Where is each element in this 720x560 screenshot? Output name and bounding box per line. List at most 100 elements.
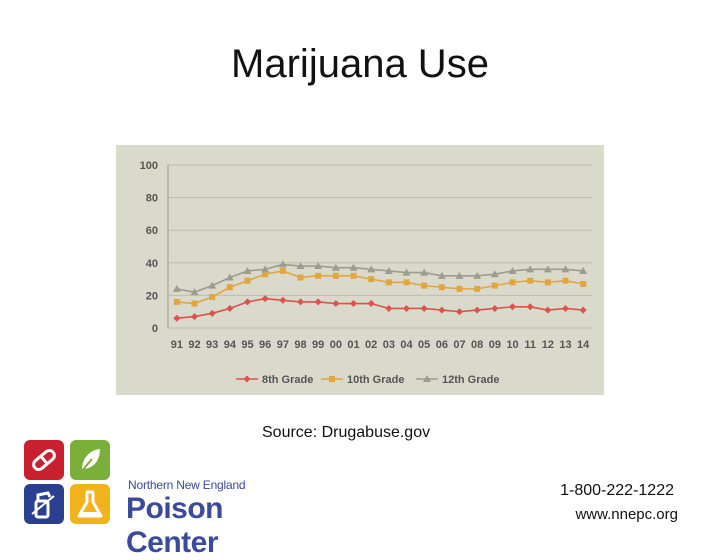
data-point bbox=[561, 265, 570, 273]
data-point bbox=[562, 277, 569, 284]
legend-entry: 12th Grade bbox=[442, 374, 499, 386]
line-chart: 0 20 40 60 80 100 91 92 93 94 95 96 97 98 99 00 01 02 03 04… bbox=[116, 145, 604, 395]
legend-marker bbox=[243, 375, 251, 383]
website-url: www.nnepc.org bbox=[575, 506, 678, 523]
data-point bbox=[191, 300, 198, 307]
x-tick-label: 08 bbox=[471, 339, 483, 351]
legend-entry: 10th Grade bbox=[347, 374, 404, 386]
x-tick-label: 07 bbox=[453, 339, 465, 351]
data-point bbox=[384, 266, 393, 274]
y-tick-label: 40 bbox=[146, 258, 158, 270]
x-tick-label: 05 bbox=[418, 339, 430, 351]
logo-name: Poison Center bbox=[126, 492, 224, 559]
poison-center-logo: Northern New England Poison Center bbox=[24, 440, 314, 559]
data-point bbox=[315, 272, 322, 279]
data-point bbox=[437, 271, 446, 279]
data-point bbox=[562, 304, 569, 312]
x-tick-label: 04 bbox=[400, 339, 413, 351]
data-point bbox=[244, 277, 251, 284]
data-point bbox=[402, 268, 411, 276]
x-tick-label: 98 bbox=[294, 339, 306, 351]
data-point bbox=[262, 271, 269, 278]
data-point bbox=[473, 306, 481, 314]
x-tick-label: 95 bbox=[241, 339, 253, 351]
data-point bbox=[438, 284, 445, 291]
data-point bbox=[420, 304, 428, 312]
data-point bbox=[173, 298, 180, 305]
data-point bbox=[331, 263, 340, 271]
data-point bbox=[279, 267, 286, 274]
x-tick-label: 97 bbox=[277, 339, 289, 351]
data-point bbox=[526, 265, 535, 273]
flask-icon bbox=[70, 484, 110, 524]
x-tick-label: 00 bbox=[330, 339, 342, 351]
data-point bbox=[421, 282, 428, 289]
data-point bbox=[579, 266, 588, 274]
y-tick-label: 80 bbox=[146, 193, 158, 205]
data-point bbox=[544, 279, 551, 286]
data-point bbox=[332, 300, 340, 308]
x-tick-label: 11 bbox=[524, 339, 536, 351]
data-point bbox=[385, 279, 392, 286]
legend-marker bbox=[329, 376, 335, 382]
data-point bbox=[438, 306, 446, 314]
data-point bbox=[279, 296, 287, 304]
x-tick-label: 01 bbox=[347, 339, 359, 351]
x-tick-label: 92 bbox=[188, 339, 200, 351]
data-point bbox=[420, 268, 429, 276]
data-point bbox=[527, 277, 534, 284]
data-point bbox=[350, 300, 357, 308]
data-point bbox=[243, 266, 252, 274]
y-tick-label: 100 bbox=[140, 160, 158, 172]
data-point bbox=[491, 304, 499, 312]
data-point bbox=[314, 298, 322, 306]
data-point bbox=[297, 274, 304, 281]
x-tick-label: 02 bbox=[365, 339, 377, 351]
data-point bbox=[526, 303, 534, 311]
data-point bbox=[172, 284, 181, 292]
series-line-2 bbox=[176, 263, 584, 293]
x-tick-label: 93 bbox=[206, 339, 218, 351]
data-point bbox=[385, 304, 393, 312]
x-tick-label: 10 bbox=[506, 339, 518, 351]
data-point bbox=[579, 306, 587, 314]
data-point bbox=[191, 313, 198, 321]
data-point bbox=[226, 284, 233, 291]
data-point bbox=[297, 298, 304, 306]
leaf-icon bbox=[70, 440, 110, 480]
data-point bbox=[491, 282, 498, 289]
data-point bbox=[474, 285, 481, 292]
x-tick-label: 13 bbox=[559, 339, 571, 351]
x-tick-label: 91 bbox=[171, 339, 183, 351]
data-point bbox=[367, 265, 376, 273]
x-tick-label: 03 bbox=[383, 339, 395, 351]
data-point bbox=[209, 294, 216, 301]
legend-entry: 8th Grade bbox=[262, 374, 313, 386]
x-tick-label: 99 bbox=[312, 339, 324, 351]
pill-icon bbox=[24, 440, 64, 480]
x-tick-label: 96 bbox=[259, 339, 271, 351]
data-point bbox=[509, 279, 516, 286]
page-title: Marijuana Use bbox=[231, 42, 489, 86]
data-point bbox=[261, 295, 269, 303]
cleaning-spray-icon bbox=[24, 484, 64, 524]
data-point bbox=[278, 260, 287, 268]
y-tick-label: 0 bbox=[152, 323, 158, 335]
phone-number: 1-800-222-1222 bbox=[560, 482, 674, 499]
data-point bbox=[208, 309, 216, 317]
data-point bbox=[350, 272, 357, 279]
data-point bbox=[314, 262, 323, 270]
x-tick-label: 94 bbox=[224, 339, 237, 351]
data-point bbox=[225, 273, 234, 281]
data-point bbox=[543, 265, 552, 273]
x-tick-label: 06 bbox=[436, 339, 448, 351]
data-point bbox=[367, 300, 375, 308]
data-point bbox=[580, 280, 587, 287]
data-point bbox=[332, 272, 339, 279]
data-point bbox=[490, 270, 499, 278]
data-point bbox=[208, 281, 217, 289]
legend-marker bbox=[423, 375, 431, 382]
chart-panel: 0 20 40 60 80 100 91 92 93 94 95 96 97 98 99 00 01 02 03 04… bbox=[116, 145, 604, 395]
source-note: Source: Drugabuse.gov bbox=[262, 424, 431, 441]
data-point bbox=[190, 288, 199, 296]
